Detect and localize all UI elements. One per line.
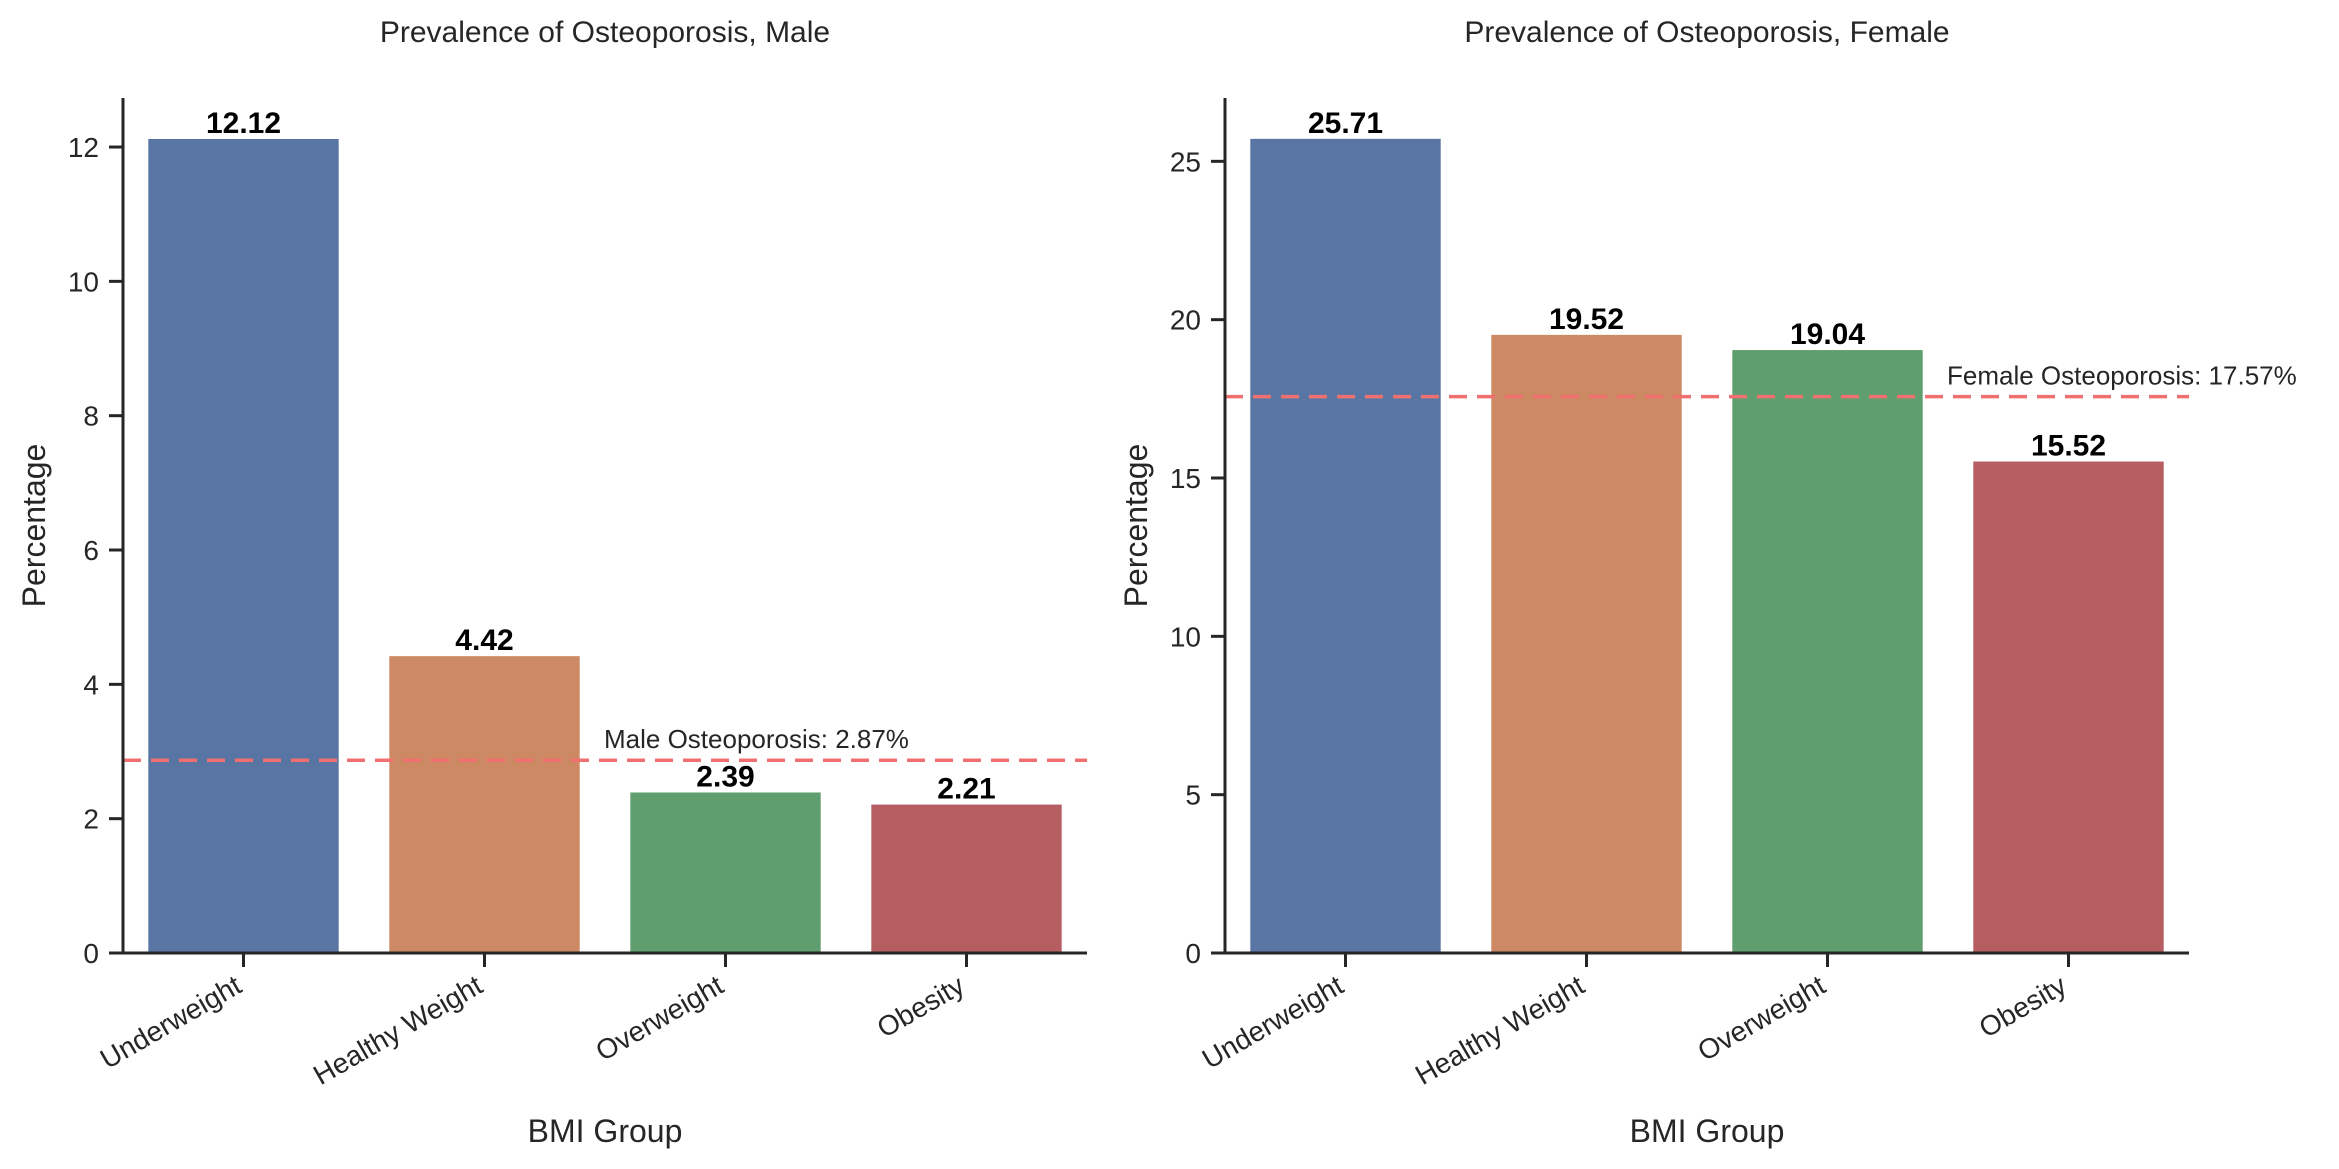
bar-3 xyxy=(871,804,1062,953)
y-tick-label: 10 xyxy=(1170,621,1201,652)
x-tick-label: Overweight xyxy=(590,969,728,1067)
x-tick-label: Obesity xyxy=(872,969,970,1043)
y-tick-label: 2 xyxy=(83,804,99,835)
chart-female: Prevalence of Osteoporosis, Female 25.71 U… xyxy=(1118,16,2297,1149)
bar-value-label: 15.52 xyxy=(2031,430,2106,463)
bar-2 xyxy=(630,792,821,953)
x-tick-label: Underweight xyxy=(1197,969,1349,1075)
bar-0 xyxy=(1250,138,1441,954)
x-axis-label: BMI Group xyxy=(528,1113,683,1149)
y-tick-label: 25 xyxy=(1170,146,1201,177)
y-tick-label: 10 xyxy=(68,266,99,297)
y-tick-label: 15 xyxy=(1170,463,1201,494)
bar-value-label: 19.52 xyxy=(1549,303,1624,336)
reference-line-label: Male Osteoporosis: 2.87% xyxy=(604,724,909,754)
y-tick-label: 12 xyxy=(68,132,99,163)
y-tick-label: 20 xyxy=(1170,305,1201,336)
y-tick-label: 8 xyxy=(83,401,99,432)
y-tick-label: 0 xyxy=(83,938,99,969)
x-tick-label: Underweight xyxy=(95,969,247,1075)
y-tick-label: 6 xyxy=(83,535,99,566)
x-tick-label: Obesity xyxy=(1974,969,2072,1043)
chart-title: Prevalence of Osteoporosis, Male xyxy=(380,16,830,49)
chart-title: Prevalence of Osteoporosis, Female xyxy=(1464,16,1949,49)
x-axis-label: BMI Group xyxy=(1630,1113,1785,1149)
x-tick-label: Overweight xyxy=(1692,969,1830,1067)
bar-value-label: 12.12 xyxy=(206,107,281,140)
x-tick-label: Healthy Weight xyxy=(308,969,488,1091)
bar-1 xyxy=(389,656,580,953)
y-tick-label: 0 xyxy=(1185,938,1201,969)
y-axis-label: Percentage xyxy=(16,444,52,608)
bar-3 xyxy=(1973,461,2164,953)
y-tick-label: 5 xyxy=(1185,780,1201,811)
bar-value-label: 4.42 xyxy=(455,624,513,657)
bar-1 xyxy=(1491,334,1682,953)
bar-value-label: 19.04 xyxy=(1790,318,1865,351)
bar-value-label: 2.21 xyxy=(937,773,995,806)
reference-line-label: Female Osteoporosis: 17.57% xyxy=(1947,361,2297,391)
bar-0 xyxy=(148,138,339,953)
bar-value-label: 25.71 xyxy=(1308,107,1383,140)
x-tick-label: Healthy Weight xyxy=(1410,969,1590,1091)
y-tick-label: 4 xyxy=(83,669,99,700)
y-axis-label: Percentage xyxy=(1118,444,1154,608)
bar-value-label: 2.39 xyxy=(696,760,754,793)
chart-male: Prevalence of Osteoporosis, Male 12.12 Und… xyxy=(16,16,1087,1149)
bar-2 xyxy=(1732,350,1923,954)
